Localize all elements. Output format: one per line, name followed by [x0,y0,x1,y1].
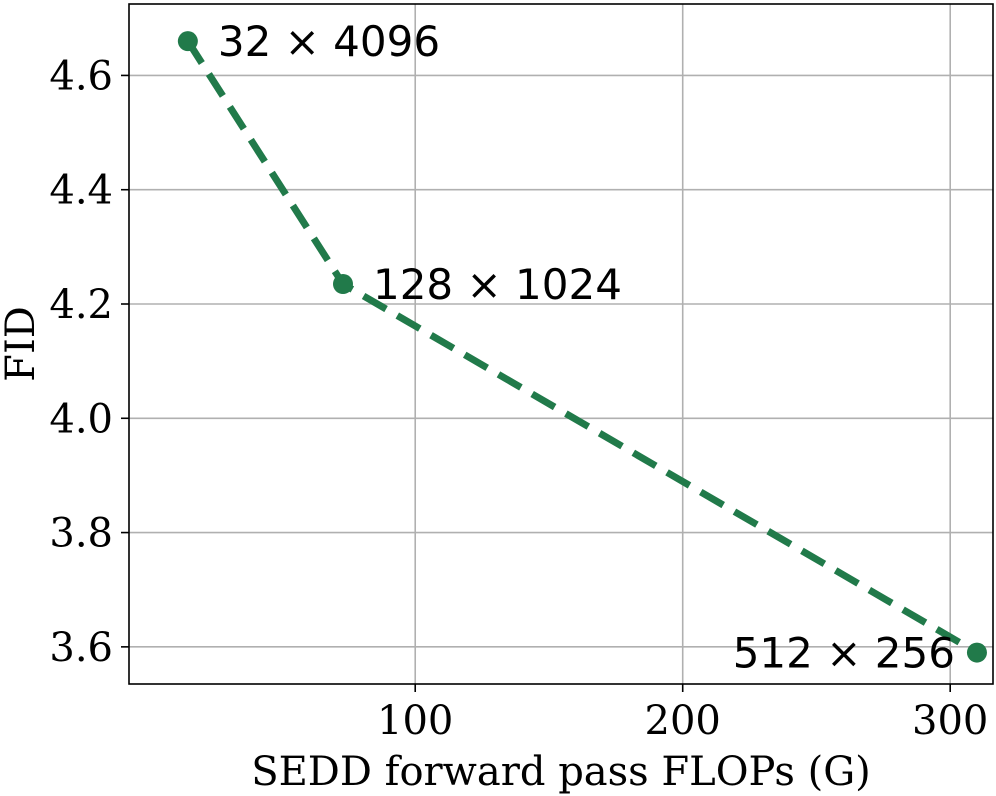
y-tick-label: 3.8 [49,511,113,557]
y-tick-label: 4.4 [49,168,113,214]
plot-frame [128,3,994,685]
data-label: 128 × 1024 [373,260,622,309]
y-tick-label: 3.6 [49,625,113,671]
y-axis-title: FID [0,306,44,382]
x-axis-title: SEDD forward pass FLOPs (G) [251,749,871,795]
x-tick-label: 300 [912,698,988,744]
y-tick-label: 4.0 [49,396,113,442]
point-labels: 32 × 4096 128 × 1024 512 × 256 [218,17,955,677]
data-point [332,274,353,294]
y-tick-label: 4.6 [49,53,113,99]
x-tick-label: 100 [377,698,453,744]
data-point [177,31,198,52]
data-point [966,642,987,663]
series-line-path [184,39,979,656]
y-tick-label: 4.2 [49,282,113,328]
axis-ticks: 100 200 300 3.6 3.8 4.0 4.2 4.4 4.6 [49,53,988,744]
x-tick-label: 200 [645,698,721,744]
data-label: 512 × 256 [733,629,955,678]
series-line [177,31,987,663]
data-label: 32 × 4096 [218,17,440,66]
grid [129,4,993,684]
